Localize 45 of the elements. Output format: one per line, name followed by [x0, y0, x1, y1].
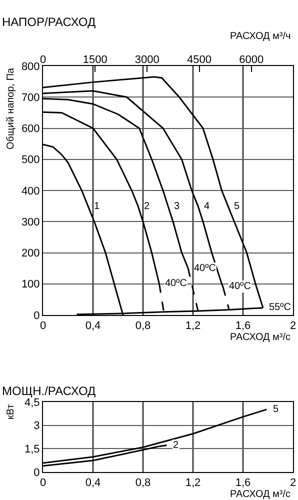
annotation: 55ºC	[269, 302, 291, 313]
y-tick-label: 100	[21, 278, 40, 291]
annotation: 4	[204, 201, 210, 212]
x2-tick-label: 6000	[239, 54, 264, 66]
chart-title: НАПОР/РАСХОД	[2, 15, 96, 29]
annotation: 1	[94, 201, 100, 212]
x-tick-label: 1,2	[185, 320, 201, 332]
y-axis-title: Общий напор, Па	[6, 67, 16, 150]
x2-tick-label: 4500	[187, 54, 212, 66]
x-tick-label: 0,8	[135, 477, 151, 490]
y-tick-label: 3	[34, 420, 40, 432]
x-tick-label: 1,2	[185, 477, 201, 490]
x2-tick-label: 1500	[82, 54, 108, 66]
y-tick-label: 700	[21, 92, 40, 104]
y-tick-label: 800	[21, 60, 40, 73]
y-tick-label: 500	[21, 154, 40, 166]
y-tick-label: 0	[34, 310, 40, 322]
y-tick-label: 400	[21, 185, 40, 198]
y-tick-label: 4,5	[24, 396, 40, 409]
x-tick-label: 2	[290, 477, 296, 490]
annotation: 3	[174, 201, 180, 212]
x2-axis-title: РАСХОД м³/ч	[230, 31, 291, 42]
annotation: 40ºC	[229, 281, 251, 292]
x-tick-label: 1,6	[235, 477, 251, 490]
annotation: 5	[234, 201, 240, 212]
annotation: 5	[273, 404, 279, 415]
y-axis-title: кВт	[6, 404, 16, 420]
x-tick-label: 0,4	[85, 477, 101, 490]
annotation: 2	[144, 201, 150, 212]
annotation: 40ºC	[165, 278, 187, 289]
chart-title: МОЩН./РАСХОД	[2, 384, 96, 398]
y-tick-label: 0	[34, 466, 40, 479]
x-axis-title: РАСХОД м³/с	[230, 489, 291, 500]
annotation: 40ºC	[194, 263, 216, 274]
x2-tick-label: 3000	[134, 54, 160, 66]
x-tick-label: 0,4	[85, 320, 101, 332]
y-tick-label: 300	[21, 216, 40, 228]
x-tick-label: 0,8	[135, 320, 151, 332]
x-tick-label: 2	[290, 320, 296, 332]
y-tick-label: 200	[21, 248, 40, 260]
y-tick-label: 1,5	[24, 444, 40, 456]
x-tick-label: 1,6	[235, 320, 251, 332]
annotation: 2	[173, 440, 179, 451]
y-tick-label: 600	[21, 123, 40, 136]
x-axis-title: РАСХОД м³/с	[230, 332, 291, 343]
